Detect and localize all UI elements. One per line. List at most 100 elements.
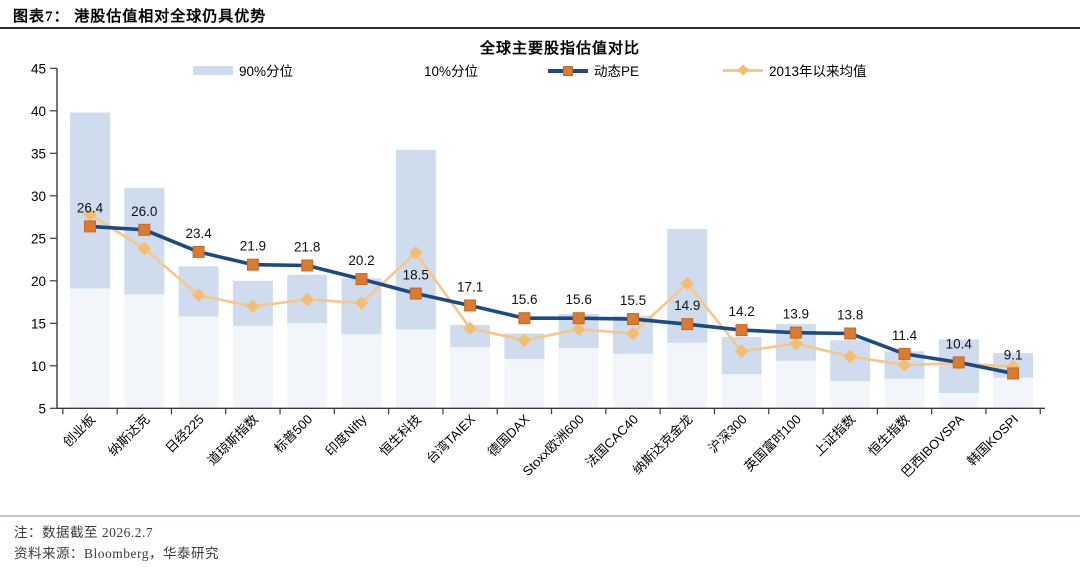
band-ghost xyxy=(504,359,545,409)
band-ghost xyxy=(70,288,110,409)
band-ghost xyxy=(178,316,219,409)
pe-line xyxy=(89,224,1014,376)
x-category-label: 标普500 xyxy=(271,412,315,456)
pe-value-label: 10.4 xyxy=(946,336,973,351)
legend-label: 90%分位 xyxy=(239,64,294,79)
pe-value-label: 21.8 xyxy=(294,240,320,255)
pe-value-label: 26.0 xyxy=(131,204,157,219)
band-ghost xyxy=(884,378,925,409)
x-category-label: 创业板 xyxy=(60,412,98,450)
line-square-swatch-icon xyxy=(548,63,588,77)
pe-value-label: 18.5 xyxy=(403,268,429,283)
pe-square-marker xyxy=(84,220,96,233)
avg-diamond-marker xyxy=(897,358,912,372)
avg-diamond-marker xyxy=(83,207,97,222)
avg-diamond-marker xyxy=(354,296,369,310)
legend-label: 动态PE xyxy=(594,64,640,79)
x-category-label: 法国CAC40 xyxy=(582,412,641,471)
pe-square-marker xyxy=(898,347,911,360)
pe-square-marker xyxy=(735,324,748,337)
legend-label: 10%分位 xyxy=(424,64,479,79)
pe-square-marker xyxy=(246,258,259,271)
x-category-label: 英国富时100 xyxy=(741,412,804,475)
pe-value-label: 13.9 xyxy=(783,307,809,322)
pe-value-label: 23.4 xyxy=(185,226,212,241)
band-ghost xyxy=(232,325,273,409)
header-divider xyxy=(0,27,1080,29)
legend-item-90pct: 90%分位 xyxy=(193,60,293,80)
band-ghost xyxy=(613,353,653,409)
avg-diamond-marker xyxy=(680,276,695,291)
band-ghost xyxy=(395,329,436,409)
y-tick-label: 15 xyxy=(31,316,46,331)
x-category-label: 沪深300 xyxy=(705,412,749,456)
x-category-label: 道琼斯指数 xyxy=(204,412,261,469)
pe-square-marker xyxy=(572,312,585,325)
avg-diamond-marker xyxy=(571,322,586,337)
x-category-label: 德国DAX xyxy=(485,411,533,459)
band-ghost xyxy=(124,294,165,409)
pe-square-marker xyxy=(952,356,965,369)
y-tick-label: 30 xyxy=(31,189,46,204)
legend-item-10pct: 10%分位 xyxy=(378,60,478,80)
pe-square-marker xyxy=(681,318,694,331)
avg-diamond-marker xyxy=(626,326,640,341)
avg-diamond-marker xyxy=(137,241,152,256)
x-category-label: 韩国KOSPI xyxy=(964,412,1021,469)
band-ghost xyxy=(450,347,491,409)
band-ghost xyxy=(558,347,599,409)
pe-value-label: 15.6 xyxy=(566,292,592,307)
pe-square-marker xyxy=(1007,367,1020,380)
y-tick-label: 45 xyxy=(31,61,46,76)
pe-value-label: 11.4 xyxy=(892,328,918,343)
percentile-band-bar xyxy=(70,112,110,289)
band-ghost xyxy=(341,334,382,409)
pe-square-marker xyxy=(464,299,477,312)
x-category-label: 台湾TAIEX xyxy=(423,411,478,466)
pe-square-marker xyxy=(789,326,802,339)
x-category-label: 恒生科技 xyxy=(377,412,424,459)
pe-value-label: 26.4 xyxy=(77,200,104,215)
band-ghost xyxy=(993,377,1034,409)
footer-divider xyxy=(0,515,1080,517)
pe-square-marker xyxy=(627,313,639,326)
pe-value-label: 15.6 xyxy=(511,292,537,307)
y-tick-label: 10 xyxy=(31,359,46,374)
pe-square-marker xyxy=(409,287,422,300)
pe-value-label: 17.1 xyxy=(457,279,483,294)
band-ghost xyxy=(667,342,708,409)
band-ghost xyxy=(721,374,762,409)
pe-square-marker xyxy=(192,245,205,258)
y-tick-label: 5 xyxy=(38,401,46,416)
avg-diamond-marker xyxy=(517,333,532,348)
line-diamond-swatch-icon xyxy=(723,63,763,77)
pe-square-marker xyxy=(138,223,151,236)
avg-diamond-marker xyxy=(734,344,749,359)
avg-diamond-marker xyxy=(463,321,477,336)
percentile-band-bar xyxy=(395,149,436,330)
note-data-asof: 注：数据截至 2026.2.7 xyxy=(14,525,154,540)
band-ghost xyxy=(938,393,979,409)
x-category-label: 恒生指数 xyxy=(865,412,912,459)
figure-header-title: 图表7： 港股估值相对全球仍具优势 xyxy=(13,9,267,25)
avg-diamond-marker xyxy=(191,288,206,303)
chart-title: 全球主要股指估值对比 xyxy=(479,41,640,57)
pe-value-label: 14.9 xyxy=(674,298,700,313)
x-category-label: 印度Nifty xyxy=(322,411,370,459)
pe-value-label: 13.8 xyxy=(837,308,863,323)
pe-square-marker xyxy=(518,312,531,325)
y-tick-label: 35 xyxy=(31,146,46,161)
x-category-label: 纳斯达克 xyxy=(105,412,152,459)
white-band-swatch-icon xyxy=(378,65,418,75)
pe-value-label: 9.1 xyxy=(1004,347,1023,362)
pe-value-label: 20.2 xyxy=(348,253,374,268)
y-tick-label: 40 xyxy=(31,104,46,119)
legend-label: 2013年以来均值 xyxy=(769,64,867,79)
avg-line xyxy=(89,213,1014,368)
band-swatch-icon xyxy=(193,65,233,75)
y-tick-label: 20 xyxy=(31,274,46,289)
pe-square-marker xyxy=(355,273,368,286)
band-ghost xyxy=(830,381,871,409)
